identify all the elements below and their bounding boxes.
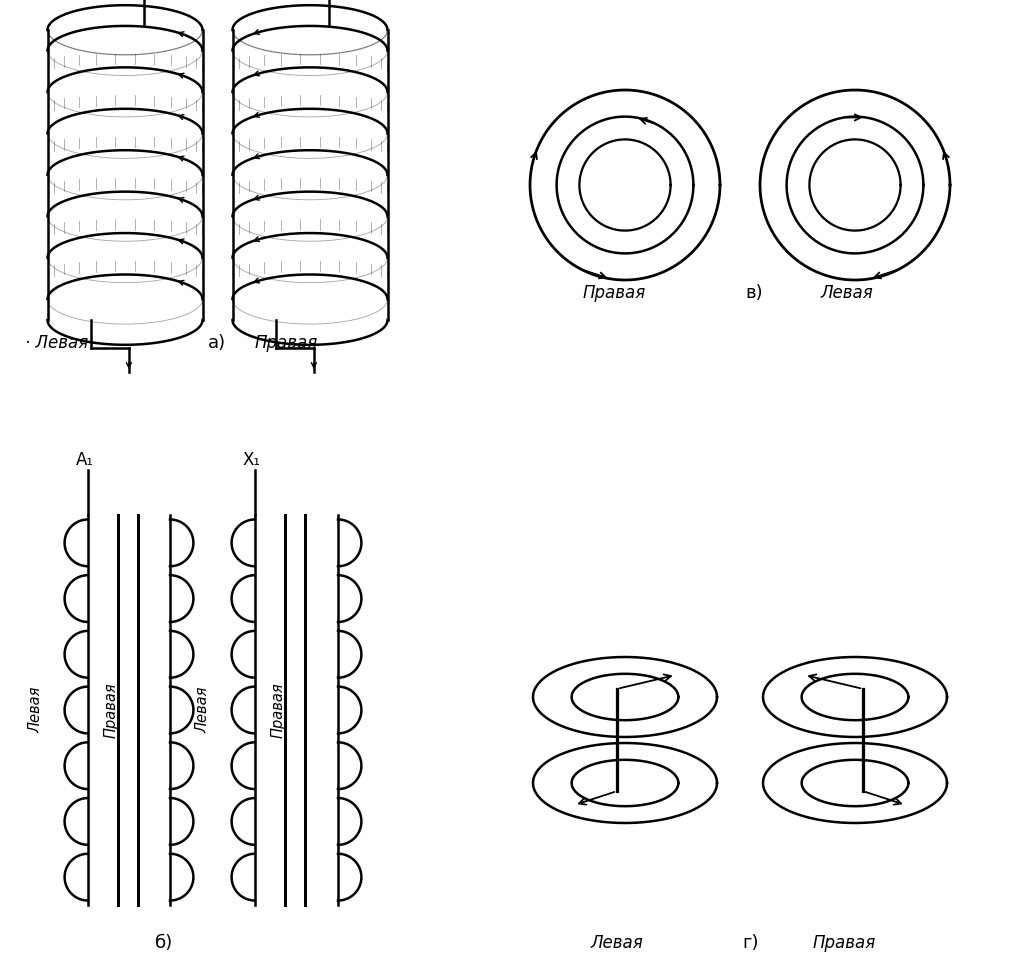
Text: A₁: A₁ (76, 451, 94, 469)
Text: г): г) (742, 934, 759, 952)
Text: X₁: X₁ (243, 451, 261, 469)
Text: Левая: Левая (28, 686, 43, 733)
Text: Правая: Правая (255, 334, 318, 352)
Text: а): а) (208, 334, 226, 352)
Text: Левая: Левая (820, 284, 873, 302)
Text: б): б) (155, 934, 174, 952)
Text: Правая: Правая (583, 284, 646, 302)
Text: Левая: Левая (590, 934, 642, 952)
Text: в): в) (745, 284, 763, 302)
Text: · Левая: · Левая (25, 334, 88, 352)
Text: Правая: Правая (271, 683, 286, 738)
Text: Левая: Левая (196, 686, 210, 733)
Text: Правая: Правая (103, 683, 118, 738)
Text: Правая: Правая (813, 934, 877, 952)
